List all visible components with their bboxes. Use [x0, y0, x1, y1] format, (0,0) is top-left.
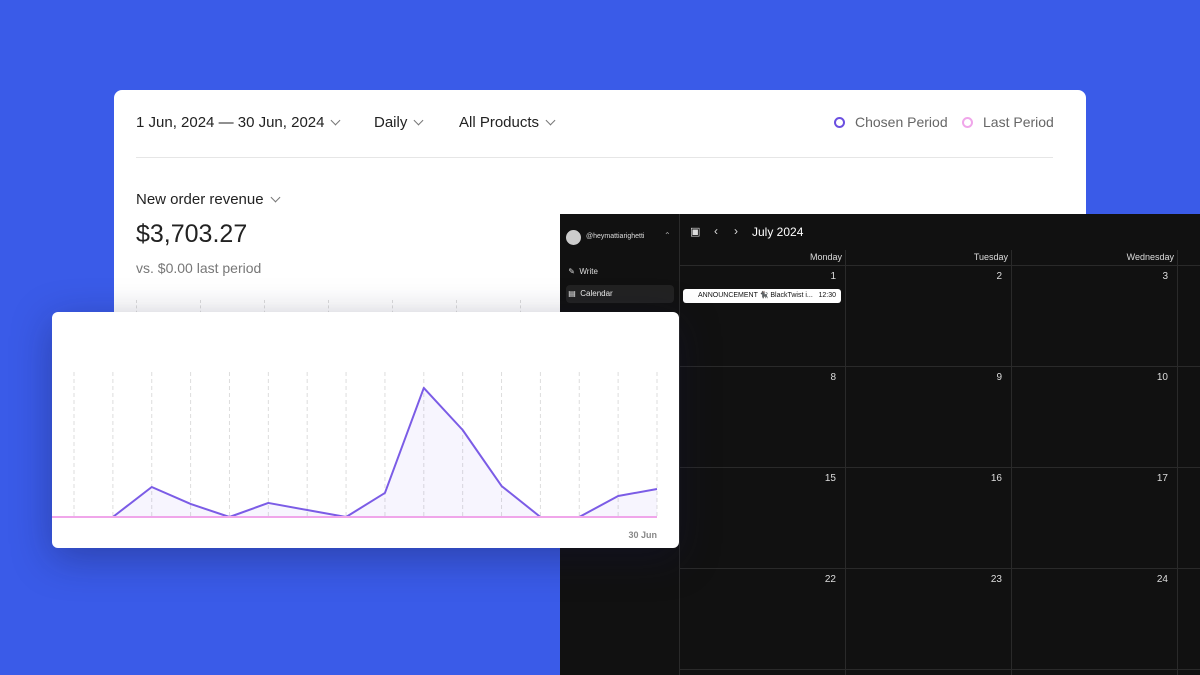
chart-card: 30 Jun	[52, 312, 679, 548]
legend-item: Chosen Period	[834, 114, 948, 130]
granularity-filter[interactable]: Daily	[374, 114, 424, 131]
date-cell[interactable]: 2	[996, 271, 1002, 282]
account-name[interactable]: @heymattiarighetti	[586, 233, 645, 240]
next-month[interactable]: ›	[734, 224, 738, 238]
product-filter[interactable]: All Products	[459, 114, 556, 131]
date-cell[interactable]: 8	[830, 372, 836, 383]
date-cell[interactable]: 24	[1156, 574, 1168, 585]
month-title: July 2024	[752, 225, 804, 239]
legend-label: Last Period	[983, 114, 1054, 130]
product: All Products	[459, 114, 540, 131]
row-line	[680, 366, 1200, 367]
metric-title: New order revenue	[136, 191, 264, 208]
weekday: Tuesday	[973, 252, 1008, 262]
avatar[interactable]	[566, 230, 581, 245]
metric-select[interactable]: New order revenue	[136, 191, 281, 208]
area	[74, 387, 657, 517]
date-cell[interactable]: 10	[1156, 372, 1168, 383]
prev-month[interactable]: ‹	[714, 224, 718, 238]
granularity: Daily	[374, 114, 408, 131]
date-cell[interactable]: 9	[996, 372, 1002, 383]
weekday: Wednesday	[1126, 252, 1174, 262]
col-line	[845, 250, 846, 675]
row-line	[680, 467, 1200, 468]
row-line	[680, 669, 1200, 670]
date-cell[interactable]: 1	[830, 271, 836, 282]
row-line	[680, 568, 1200, 569]
metric-value: $3,703.27	[136, 220, 248, 248]
date-cell[interactable]: 16	[990, 473, 1002, 484]
date-cell[interactable]: 17	[1156, 473, 1168, 484]
calendar-icon[interactable]: ▣	[690, 226, 701, 238]
x-tick-label: 30 Jun	[628, 530, 657, 540]
col-line	[679, 250, 680, 675]
nav-item-active[interactable]: ▤ Calendar	[566, 285, 674, 303]
nav-item[interactable]: ✎ Write	[566, 267, 598, 276]
date-cell[interactable]: 22	[824, 574, 836, 585]
header-line	[680, 265, 1200, 266]
date-cell[interactable]: 23	[990, 574, 1002, 585]
account-switch[interactable]: ⌃	[664, 231, 671, 240]
date-cell[interactable]: 3	[1162, 271, 1168, 282]
legend-label: Chosen Period	[855, 114, 948, 130]
event-time: 12:30	[815, 289, 836, 303]
col-line	[1011, 250, 1012, 675]
month-grid: Monday Tuesday Wednesday 1 2 3 8 9 10 15 16 17 22 23 2…	[679, 250, 1200, 675]
metric-comparison: vs. $0.00 last period	[136, 260, 262, 276]
col-line	[1177, 250, 1178, 675]
legend-item: Last Period	[962, 114, 1054, 130]
event-chip[interactable]: ANNOUNCEMENT 🐈‍⬛ BlackTwist i... 12:30	[683, 289, 841, 303]
date-range: 1 Jun, 2024 — 30 Jun, 2024	[136, 114, 325, 131]
weekday: Monday	[809, 252, 842, 262]
date-cell[interactable]: 15	[824, 473, 836, 484]
divider	[136, 157, 1053, 158]
chart: 30 Jun	[52, 372, 658, 540]
event-title: ANNOUNCEMENT 🐈‍⬛ BlackTwist i...	[698, 292, 813, 299]
nav-label: Write	[579, 267, 598, 276]
nav-label: Calendar	[580, 289, 613, 298]
date-filter[interactable]: 1 Jun, 2024 — 30 Jun, 2024	[136, 114, 341, 131]
